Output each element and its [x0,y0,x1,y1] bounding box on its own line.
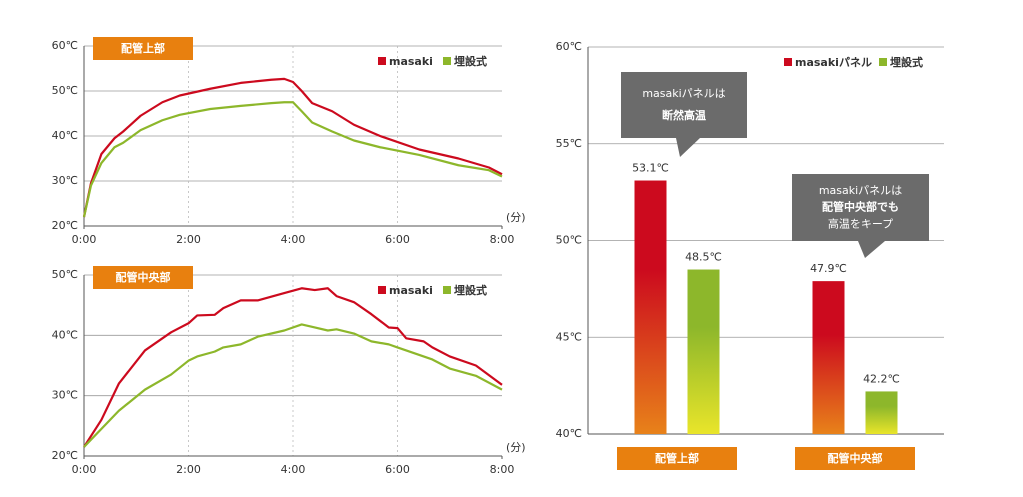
title-badge [93,266,193,289]
callout-box [792,174,929,241]
y-tick-label: 40℃ [556,427,582,440]
x-tick-label: 4:00 [281,463,306,476]
legend-label: masakiパネル [795,56,872,69]
legend-label: 埋設式 [890,55,923,69]
y-tick-label: 55℃ [556,137,582,150]
data-line [83,287,503,448]
x-axis-label: (分) [506,211,526,224]
callout-text: masakiパネルは [819,184,902,197]
callout-text: 高温をキープ [828,216,893,230]
legend-swatch [784,58,792,66]
y-tick-label: 50℃ [556,234,582,247]
x-axis-label: (分) [506,441,526,454]
callout-text: 配管中央部でも [822,200,899,214]
chart-title: 配管中央部 [116,270,171,284]
x-tick-label: 0:00 [72,463,97,476]
title-badge [93,37,193,60]
callout-text: 断然高温 [662,108,706,122]
y-tick-label: 40℃ [52,328,78,341]
callout-box [621,72,747,138]
y-tick-label: 20℃ [52,219,78,232]
x-tick-label: 6:00 [385,463,410,476]
bar [687,269,720,434]
data-line [82,77,503,218]
legend-label: 埋設式 [454,283,487,297]
x-tick-label: 6:00 [385,233,410,246]
callout-text: masakiパネルは [642,87,725,100]
data-line [82,101,503,218]
bar [865,391,898,434]
x-tick-label: 4:00 [281,233,306,246]
legend-swatch [378,57,386,65]
data-line [83,323,503,448]
x-tick-label: 8:00 [490,233,515,246]
y-tick-label: 30℃ [52,389,78,402]
x-tick-label: 配管上部 [655,451,699,465]
legend-label: masaki [389,55,433,68]
category-badge [795,447,915,470]
bar [634,180,667,434]
category-badge [617,447,737,470]
legend-swatch [879,58,887,66]
x-tick-label: 0:00 [72,233,97,246]
y-tick-label: 40℃ [52,129,78,142]
value-label: 48.5℃ [685,251,722,264]
legend-swatch [443,286,451,294]
y-tick-label: 50℃ [52,84,78,97]
x-tick-label: 配管中央部 [828,451,883,465]
x-tick-label: 2:00 [176,463,201,476]
y-tick-label: 60℃ [52,39,78,52]
value-label: 53.1℃ [632,162,669,175]
y-tick-label: 20℃ [52,449,78,462]
y-tick-label: 45℃ [556,330,582,343]
callout-pointer [858,241,885,258]
legend-label: 埋設式 [454,54,487,68]
legend-label: masaki [389,284,433,297]
value-label: 47.9℃ [810,262,847,275]
y-tick-label: 50℃ [52,268,78,281]
chart-title: 配管上部 [121,41,165,55]
value-label: 42.2℃ [863,372,900,385]
x-tick-label: 8:00 [490,463,515,476]
y-tick-label: 60℃ [556,40,582,53]
x-tick-label: 2:00 [176,233,201,246]
bar [812,281,845,434]
y-tick-label: 30℃ [52,174,78,187]
legend-swatch [378,286,386,294]
legend-swatch [443,57,451,65]
callout-pointer [676,138,700,157]
